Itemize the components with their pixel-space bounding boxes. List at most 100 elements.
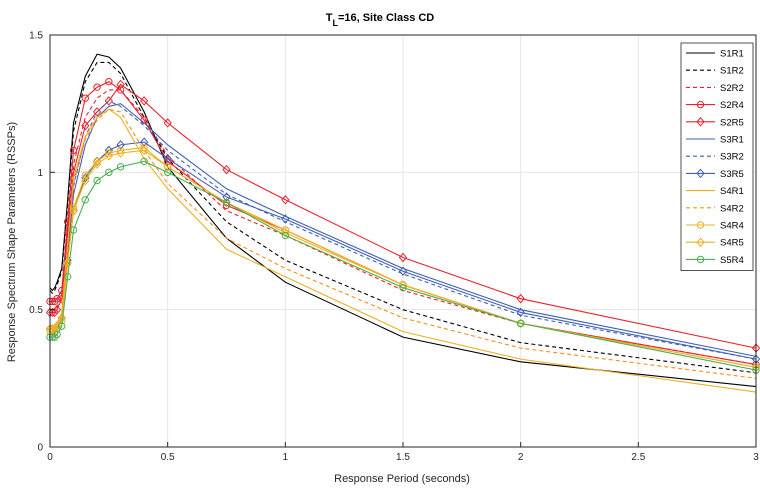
legend-label: S4R4 bbox=[720, 221, 744, 232]
legend-item: S1R2 bbox=[686, 66, 744, 77]
data-point bbox=[116, 86, 125, 94]
legend-label: S1R2 bbox=[720, 66, 744, 77]
series-s2r2 bbox=[50, 89, 757, 366]
grid bbox=[49, 34, 757, 448]
series-lines bbox=[45, 53, 760, 393]
data-point bbox=[398, 252, 408, 263]
data-point bbox=[58, 322, 66, 330]
x-tick-label: 1.5 bbox=[396, 452, 410, 463]
data-point bbox=[222, 164, 231, 175]
legend-item: S4R4 bbox=[686, 221, 744, 232]
data-point bbox=[398, 266, 408, 276]
data-point bbox=[104, 96, 113, 106]
data-point bbox=[140, 157, 148, 166]
data-point bbox=[53, 294, 61, 303]
series-s1r1 bbox=[49, 53, 757, 388]
data-point bbox=[516, 307, 525, 318]
legend-label: S4R1 bbox=[720, 186, 744, 197]
series-line bbox=[50, 108, 757, 393]
legend-marker bbox=[696, 255, 705, 264]
data-point bbox=[139, 145, 149, 156]
y-tick-label: 0 bbox=[37, 443, 43, 454]
data-point bbox=[104, 145, 113, 156]
axes bbox=[49, 34, 757, 448]
data-point bbox=[92, 159, 102, 169]
data-point bbox=[63, 273, 72, 281]
series-line bbox=[49, 61, 757, 374]
series-line bbox=[49, 53, 757, 388]
data-point bbox=[516, 318, 525, 329]
data-point bbox=[516, 293, 525, 304]
data-point bbox=[81, 120, 90, 131]
legend-marker bbox=[696, 117, 705, 127]
data-point bbox=[163, 162, 172, 172]
legend-label: S2R2 bbox=[720, 83, 744, 94]
y-axis-label: Response Spectrum Shape Parameters (RSSP… bbox=[6, 122, 18, 362]
legend-marker bbox=[696, 237, 705, 247]
data-point bbox=[52, 321, 62, 331]
data-point bbox=[105, 168, 113, 177]
legend-item: S1R1 bbox=[686, 49, 744, 60]
data-point bbox=[163, 118, 172, 128]
legend-item: S4R5 bbox=[686, 237, 744, 249]
data-point bbox=[81, 171, 90, 179]
legend-label: S3R5 bbox=[720, 169, 744, 180]
title-main: T bbox=[326, 12, 333, 24]
data-point bbox=[105, 77, 113, 86]
legend-label: S5R4 bbox=[720, 255, 744, 266]
y-tick-label: 0.5 bbox=[29, 305, 43, 316]
x-tick-label: 0.5 bbox=[161, 452, 175, 463]
data-point bbox=[69, 146, 78, 155]
data-point bbox=[163, 168, 172, 177]
data-point bbox=[116, 163, 125, 171]
data-point bbox=[222, 192, 231, 202]
data-point bbox=[116, 79, 125, 90]
data-point bbox=[281, 195, 290, 205]
x-tick-label: 2.5 bbox=[631, 452, 645, 463]
legend-item: S2R4 bbox=[686, 100, 744, 111]
legend-label: S4R2 bbox=[720, 203, 744, 214]
data-point bbox=[81, 175, 90, 186]
legend-item: S3R5 bbox=[686, 168, 744, 180]
legend: S1R1 S1R2 S2R2 S2R4 S2R5 S3R1 S3R2 S3R5 S4R1 S4R2… bbox=[680, 42, 754, 272]
chart-title: TL=16, Site Class CD bbox=[326, 12, 435, 28]
y-tick-label: 1 bbox=[37, 168, 43, 179]
data-point bbox=[222, 198, 231, 207]
legend-label: S2R5 bbox=[720, 117, 744, 128]
legend-item: S4R1 bbox=[686, 186, 744, 197]
x-tick-label: 3 bbox=[753, 452, 759, 463]
legend-item: S5R4 bbox=[686, 255, 744, 266]
data-point bbox=[399, 283, 407, 292]
series-line bbox=[50, 89, 757, 366]
legend-marker bbox=[696, 221, 705, 229]
data-point bbox=[104, 151, 113, 161]
legend-item: S3R2 bbox=[686, 152, 744, 163]
data-point bbox=[92, 107, 102, 117]
legend-label: S1R1 bbox=[720, 49, 744, 60]
data-point bbox=[281, 228, 290, 238]
legend-item: S2R2 bbox=[686, 83, 744, 94]
legend-label: S4R5 bbox=[720, 238, 744, 249]
tick-labels: 0 0.5 1 1.5 2 2.5 3 0 0.5 1 1.5 bbox=[29, 31, 759, 464]
data-point bbox=[516, 319, 525, 328]
legend-item: S4R2 bbox=[686, 203, 744, 214]
y-tick-label: 1.5 bbox=[29, 31, 43, 42]
data-point bbox=[398, 280, 408, 290]
data-point bbox=[50, 307, 59, 318]
data-point bbox=[52, 304, 62, 315]
series-s5r4 bbox=[46, 157, 760, 374]
legend-label: S3R1 bbox=[720, 135, 744, 146]
data-point bbox=[69, 226, 78, 234]
legend-label: S2R4 bbox=[720, 100, 744, 111]
legend-marker bbox=[696, 168, 705, 179]
data-point bbox=[281, 231, 290, 240]
series-s4r1 bbox=[50, 108, 757, 393]
legend-item: S3R1 bbox=[686, 135, 744, 146]
data-point bbox=[50, 324, 59, 334]
data-point bbox=[81, 94, 90, 102]
x-axis-label: Response Period (seconds) bbox=[334, 473, 470, 485]
title-subscript: L bbox=[332, 18, 338, 28]
legend-box bbox=[680, 42, 754, 272]
x-tick-label: 2 bbox=[518, 452, 524, 463]
